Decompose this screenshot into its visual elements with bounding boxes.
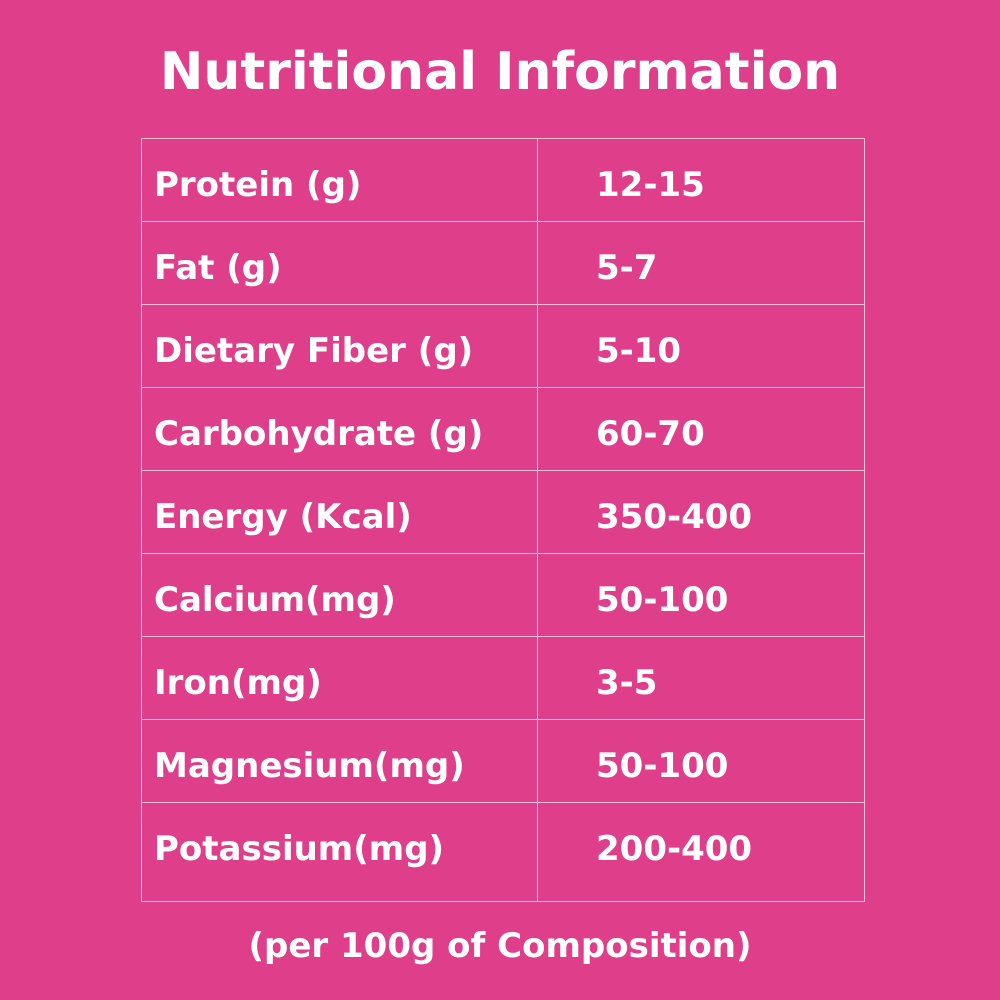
nutrient-cell: Iron(mg) [141,636,538,720]
value-cell: 60-70 [537,387,865,471]
table-row: Calcium(mg) 50-100 [141,553,865,637]
table-row: Dietary Fiber (g) 5-10 [141,304,865,388]
table-row: Iron(mg) 3-5 [141,636,865,720]
nutrition-table: Protein (g) 12-15 Fat (g) 5-7 Dietary Fiber … [141,138,865,902]
nutrient-cell: Carbohydrate (g) [141,387,538,471]
value-cell: 50-100 [537,553,865,637]
nutrient-cell: Protein (g) [141,138,538,222]
value-cell: 3-5 [537,636,865,720]
nutrient-cell: Dietary Fiber (g) [141,304,538,388]
value-cell: 50-100 [537,719,865,803]
table-row: Energy (Kcal) 350-400 [141,470,865,554]
table-row: Potassium(mg) 200-400 [141,802,865,902]
nutrient-cell: Magnesium(mg) [141,719,538,803]
value-cell: 350-400 [537,470,865,554]
value-cell: 200-400 [537,802,865,902]
table-row: Fat (g) 5-7 [141,221,865,305]
nutrient-cell: Potassium(mg) [141,802,538,902]
table-row: Protein (g) 12-15 [141,138,865,222]
value-cell: 5-10 [537,304,865,388]
nutrient-cell: Fat (g) [141,221,538,305]
footnote: (per 100g of Composition) [248,926,752,966]
nutrient-cell: Calcium(mg) [141,553,538,637]
value-cell: 12-15 [537,138,865,222]
table-row: Magnesium(mg) 50-100 [141,719,865,803]
title: Nutritional Information [159,42,841,102]
value-cell: 5-7 [537,221,865,305]
table-row: Carbohydrate (g) 60-70 [141,387,865,471]
nutrient-cell: Energy (Kcal) [141,470,538,554]
